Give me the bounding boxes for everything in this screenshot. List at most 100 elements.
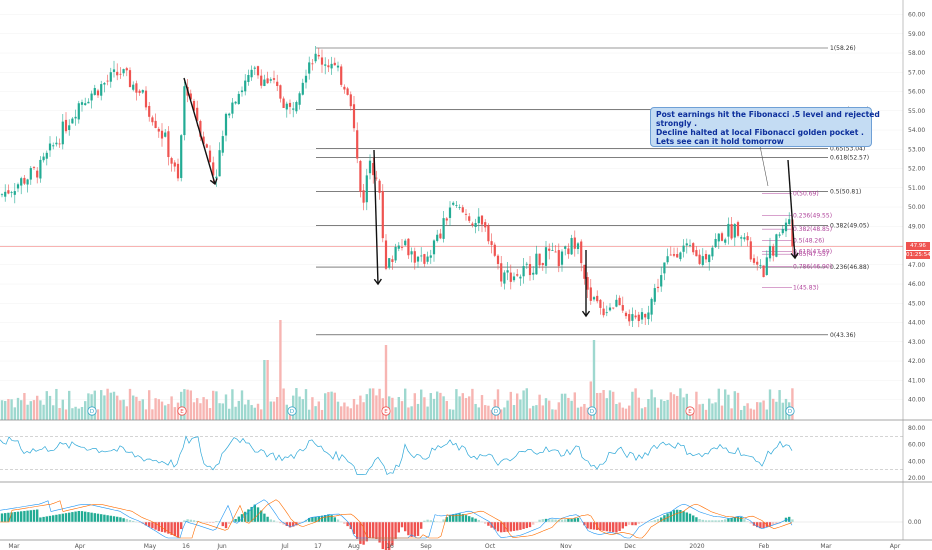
volume-bar bbox=[244, 404, 247, 420]
macd-histogram-bar bbox=[298, 522, 301, 524]
candle-body bbox=[432, 240, 436, 255]
fib-level-label: 0.382(49.05) bbox=[830, 222, 869, 229]
macd-histogram-bar bbox=[503, 522, 506, 533]
macd-histogram-bar bbox=[103, 514, 106, 522]
candle-body bbox=[756, 261, 759, 265]
volume-bar bbox=[458, 396, 461, 420]
pane-dividers[interactable] bbox=[0, 419, 932, 541]
volume-bar bbox=[122, 399, 125, 420]
macd-histogram-bar bbox=[493, 522, 496, 530]
volume-bar bbox=[112, 391, 116, 420]
price-tick-label: 50.00 bbox=[908, 204, 925, 211]
volume-bar bbox=[375, 395, 378, 420]
candle-body bbox=[653, 288, 656, 302]
macd-histogram-bar bbox=[151, 522, 154, 529]
candle-body bbox=[384, 240, 388, 269]
candle-body bbox=[765, 257, 768, 275]
macd-histogram-bar bbox=[221, 522, 224, 527]
candle-body bbox=[135, 83, 138, 93]
price-tick-label: 57.00 bbox=[908, 69, 925, 76]
macd-histogram-bar bbox=[791, 519, 794, 522]
volume-bar bbox=[589, 381, 592, 420]
macd-histogram-bar bbox=[618, 522, 621, 531]
candle-body bbox=[631, 314, 634, 321]
time-axis[interactable]: Mar Apr May 16 Jun Jul 17 Aug 16 Sep Oct Nov Dec 2020… bbox=[8, 543, 900, 550]
volume-bar bbox=[202, 397, 205, 420]
candle-body bbox=[176, 163, 180, 179]
volume-bar bbox=[77, 408, 80, 420]
candle-body bbox=[400, 247, 404, 248]
macd-histogram-bar bbox=[656, 519, 660, 522]
candle-body bbox=[698, 254, 701, 264]
macd-histogram-bar bbox=[87, 512, 90, 522]
candle-body bbox=[733, 224, 736, 238]
macd-histogram-bar bbox=[461, 514, 464, 522]
local-fib-level-label: 0.5(48.26) bbox=[793, 237, 824, 244]
volume-bar bbox=[279, 320, 282, 420]
candle-body bbox=[10, 192, 13, 194]
macd-histogram-bar bbox=[375, 522, 378, 540]
volume-bar bbox=[314, 406, 317, 420]
fibonacci-retracement-local[interactable]: 0(50.69) 0.236(49.55) 0.382(48.85) 0.5(48.2… bbox=[762, 191, 832, 292]
volume-bar bbox=[474, 403, 477, 420]
price-tick-label: 55.00 bbox=[908, 108, 925, 115]
candle-body bbox=[423, 254, 426, 264]
macd-histogram-bar bbox=[170, 522, 173, 535]
candle-body bbox=[685, 243, 688, 246]
marker-letter: D bbox=[494, 409, 498, 415]
macd-histogram-bar bbox=[224, 522, 228, 529]
candle-body bbox=[586, 277, 589, 290]
candle-body bbox=[362, 190, 365, 203]
macd-histogram-bar bbox=[13, 512, 16, 522]
volume-bar bbox=[660, 399, 663, 420]
candle-body bbox=[128, 70, 132, 88]
macd-histogram-bar bbox=[234, 518, 237, 522]
dividend-marker bbox=[87, 406, 97, 416]
macd-histogram-bar bbox=[119, 517, 122, 522]
candle-body bbox=[333, 62, 336, 66]
macd-histogram-bar bbox=[349, 522, 352, 530]
candle-body bbox=[272, 78, 276, 80]
price-tick-label: 47.00 bbox=[908, 262, 925, 269]
fibonacci-retracement-main[interactable]: 1(58.26)0.786(55.07)0.65(53.04)0.618(52.… bbox=[316, 45, 869, 339]
volume-bar bbox=[720, 405, 724, 420]
macd-histogram-bar bbox=[612, 522, 615, 533]
candle-body bbox=[730, 224, 733, 239]
volume-bar bbox=[653, 397, 656, 420]
candle-body bbox=[215, 176, 218, 179]
candle-body bbox=[394, 246, 397, 261]
volume-bar bbox=[87, 393, 90, 420]
volume-bar bbox=[448, 409, 452, 420]
volume-bar bbox=[733, 391, 736, 420]
macd-histogram-bar bbox=[500, 522, 503, 533]
candle-body bbox=[621, 305, 624, 311]
volume-bar bbox=[128, 388, 132, 420]
time-tick-label: Jul bbox=[280, 543, 289, 550]
macd-histogram-bar bbox=[423, 520, 426, 522]
annotation-callout[interactable]: Post earnings hit the Fibonacci .5 level… bbox=[650, 107, 880, 147]
rsi-tick-label: 80.00 bbox=[908, 425, 925, 432]
macd-histogram-bar bbox=[464, 515, 468, 522]
candle-body bbox=[554, 251, 557, 253]
macd-histogram-bar bbox=[592, 522, 596, 530]
macd-histogram-bar bbox=[368, 522, 372, 538]
volume-bar bbox=[416, 403, 420, 420]
price-tick-label: 54.00 bbox=[908, 127, 925, 134]
volume-bar bbox=[20, 400, 23, 420]
volume-bar bbox=[16, 397, 20, 420]
candle-body bbox=[180, 135, 183, 178]
volume-bar bbox=[151, 409, 154, 420]
drawn-arrows[interactable] bbox=[183, 77, 799, 318]
volume-bar bbox=[605, 398, 608, 420]
volume-bar bbox=[205, 399, 208, 420]
time-tick-label: Nov bbox=[560, 543, 572, 550]
countdown-tag: 01:25:54 bbox=[906, 251, 931, 259]
candle-body bbox=[263, 79, 266, 87]
macd-histogram-bar bbox=[512, 522, 516, 531]
volume-bar bbox=[180, 391, 183, 420]
volume-bar bbox=[624, 408, 628, 420]
volume-bar bbox=[480, 395, 484, 420]
rsi-pane: 80.00 60.00 40.00 20.00 bbox=[0, 425, 925, 482]
